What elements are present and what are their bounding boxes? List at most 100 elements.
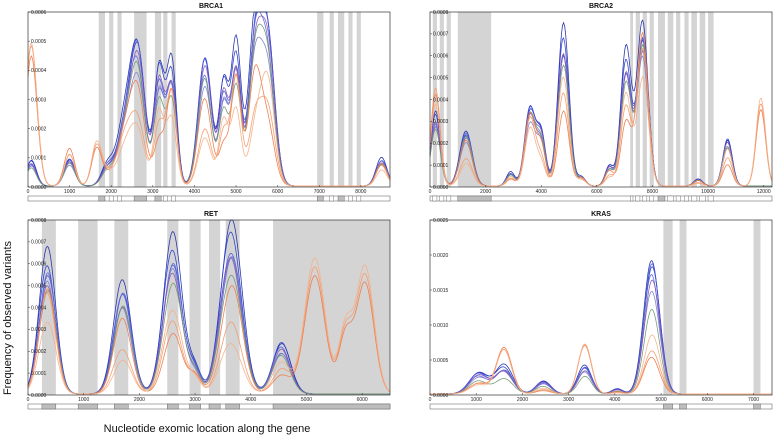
x-tick-label: 4000 <box>245 397 256 403</box>
gene-exon-segment <box>667 195 674 202</box>
shaded-region <box>663 220 673 395</box>
gene-structure-bar <box>429 403 773 410</box>
shaded-region <box>189 220 201 395</box>
gene-exon-segment <box>679 403 687 410</box>
shaded-region <box>109 12 114 187</box>
y-tick-label: 0.0001 <box>31 371 47 377</box>
y-tick-label: 0.0005 <box>31 283 47 289</box>
chart-title: BRCA2 <box>589 3 613 10</box>
chart-title: RET <box>204 211 219 218</box>
shaded-region <box>225 220 240 395</box>
gene-exon-segment <box>663 403 673 410</box>
y-tick-label: 0.0000 <box>31 393 47 399</box>
y-tick-label: 0.0001 <box>433 163 449 169</box>
y-tick-label: 0.0006 <box>31 10 47 16</box>
shaded-region <box>691 12 697 187</box>
shaded-region <box>356 12 361 187</box>
x-tick-label: 3000 <box>190 397 201 403</box>
x-tick-label: 10000 <box>701 189 715 195</box>
x-tick-label: 0 <box>429 189 432 195</box>
gene-exon-segment <box>684 195 689 202</box>
gene-exon-segment <box>98 195 106 202</box>
gene-exon-segment <box>642 195 648 202</box>
y-tick-label: 0.0002 <box>31 126 47 132</box>
figure-xlabel: Nucleotide exomic location along the gen… <box>104 423 311 435</box>
gene-exon-segment <box>108 195 114 202</box>
series-line <box>430 309 772 395</box>
series-line <box>27 36 391 187</box>
x-tick-label: 4000 <box>536 189 547 195</box>
shaded-region <box>78 220 98 395</box>
gene-exon-segment <box>635 195 641 202</box>
x-tick-label: 0 <box>27 189 30 195</box>
y-tick-label: 0.0008 <box>31 218 47 224</box>
y-tick-label: 0.0007 <box>31 240 47 246</box>
shaded-region <box>348 12 353 187</box>
gene-exon-segment <box>272 403 391 410</box>
gene-structure-bar <box>27 195 391 202</box>
shaded-region <box>635 12 640 187</box>
gene-exon-segment <box>189 403 201 410</box>
y-tick-label: 0.0001 <box>31 156 47 162</box>
shaded-region <box>699 12 706 187</box>
series-line <box>430 263 772 395</box>
shaded-region <box>337 12 345 187</box>
gene-exon-segment <box>225 403 240 410</box>
shaded-region <box>167 220 179 395</box>
shaded-region <box>163 12 168 187</box>
y-tick-label: 0.0006 <box>31 262 47 268</box>
y-tick-label: 0.0002 <box>433 141 449 147</box>
chart-title: KRAS <box>591 211 611 218</box>
x-tick-label: 5000 <box>301 397 312 403</box>
shaded-region <box>98 12 105 187</box>
x-tick-label: 4000 <box>189 189 200 195</box>
y-tick-label: 0.0004 <box>31 305 47 311</box>
y-tick-label: 0.0008 <box>433 10 449 16</box>
figure-ylabel: Frequency of observed variants <box>2 240 14 395</box>
x-tick-label: 12000 <box>757 189 771 195</box>
chart-kras: KRAS 0 1000 2000 3000 4000 5000 6000 7000 0.0000 0… <box>429 211 773 410</box>
chart-ret: RET 0 1000 2000 3000 4000 5000 6000 0.0000 0.0001… <box>27 211 391 410</box>
shaded-region <box>41 220 56 395</box>
gene-exon-segment <box>114 403 129 410</box>
series-line <box>430 343 772 395</box>
gene-exon-segment <box>171 195 176 202</box>
y-tick-label: 0.0003 <box>31 97 47 103</box>
y-tick-label: 0.0005 <box>433 358 449 364</box>
x-tick-label: 0 <box>27 397 30 403</box>
x-tick-label: 6000 <box>591 189 602 195</box>
gene-exon-segment <box>432 195 438 202</box>
shaded-region <box>439 12 444 187</box>
x-tick-label: 7000 <box>748 397 759 403</box>
series-line <box>27 41 391 187</box>
shaded-region <box>658 12 665 187</box>
gene-exon-segment <box>329 195 335 202</box>
gene-exon-segment <box>457 195 492 202</box>
gene-exon-segment <box>154 195 162 202</box>
gene-exon-segment <box>77 403 98 410</box>
y-tick-label: 0.0020 <box>433 253 449 259</box>
shaded-region <box>134 12 147 187</box>
x-tick-label: 6000 <box>272 189 283 195</box>
gene-exon-segment <box>133 195 147 202</box>
shaded-region <box>446 12 451 187</box>
gene-exon-segment <box>629 195 634 202</box>
x-tick-label: 6000 <box>357 397 368 403</box>
gene-exon-segment <box>649 195 655 202</box>
y-tick-label: 0.0005 <box>31 39 47 45</box>
y-tick-label: 0.0002 <box>31 349 47 355</box>
y-tick-label: 0.0004 <box>433 97 449 103</box>
x-tick-label: 2000 <box>106 189 117 195</box>
shaded-region <box>117 12 122 187</box>
x-tick-label: 1000 <box>471 397 482 403</box>
x-tick-label: 6000 <box>702 397 713 403</box>
y-tick-label: 0.0003 <box>433 119 449 125</box>
gene-exon-segment <box>167 403 179 410</box>
y-tick-label: 0.0000 <box>433 185 449 191</box>
x-tick-label: 8000 <box>355 189 366 195</box>
y-tick-label: 0.0015 <box>433 288 449 294</box>
shaded-region <box>753 220 761 395</box>
y-tick-label: 0.0007 <box>433 32 449 38</box>
y-tick-label: 0.0003 <box>31 327 47 333</box>
x-tick-label: 1000 <box>78 397 89 403</box>
